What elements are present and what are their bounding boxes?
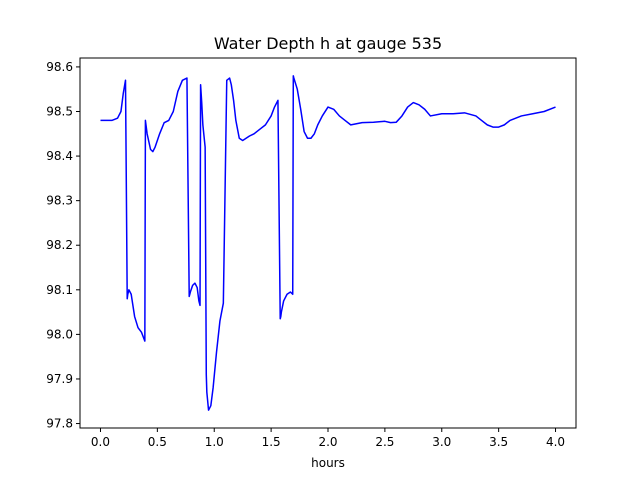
series-line-0 <box>100 75 556 411</box>
x-tick-label: 1.5 <box>262 435 281 449</box>
series-layer <box>100 75 556 411</box>
x-tick-label: 2.0 <box>318 435 337 449</box>
x-tick-label: 4.0 <box>546 435 565 449</box>
x-tick-label: 2.5 <box>375 435 394 449</box>
x-tick-label: 0.0 <box>91 435 110 449</box>
x-tick-label: 1.0 <box>205 435 224 449</box>
plot-area <box>80 58 576 428</box>
x-tick-label: 3.5 <box>489 435 508 449</box>
y-tick-label: 97.9 <box>46 372 73 386</box>
y-tick-label: 98.3 <box>46 194 73 208</box>
x-tick-label: 0.5 <box>148 435 167 449</box>
y-axis: 97.8 97.9 98.0 98.1 98.2 98.3 98.4 98.5 98.6 <box>46 60 80 431</box>
y-tick-label: 98.1 <box>46 283 73 297</box>
y-tick-label: 97.8 <box>46 417 73 431</box>
y-tick-label: 98.0 <box>46 327 73 341</box>
x-tick-label: 3.0 <box>432 435 451 449</box>
x-axis-label: hours <box>311 456 345 470</box>
y-tick-label: 98.6 <box>46 60 73 74</box>
chart-title: Water Depth h at gauge 535 <box>214 34 442 53</box>
x-axis: 0.0 0.5 1.0 1.5 2.0 2.5 3.0 3.5 4.0 <box>91 428 565 449</box>
y-tick-label: 98.2 <box>46 238 73 252</box>
y-tick-label: 98.4 <box>46 149 73 163</box>
y-tick-label: 98.5 <box>46 104 73 118</box>
